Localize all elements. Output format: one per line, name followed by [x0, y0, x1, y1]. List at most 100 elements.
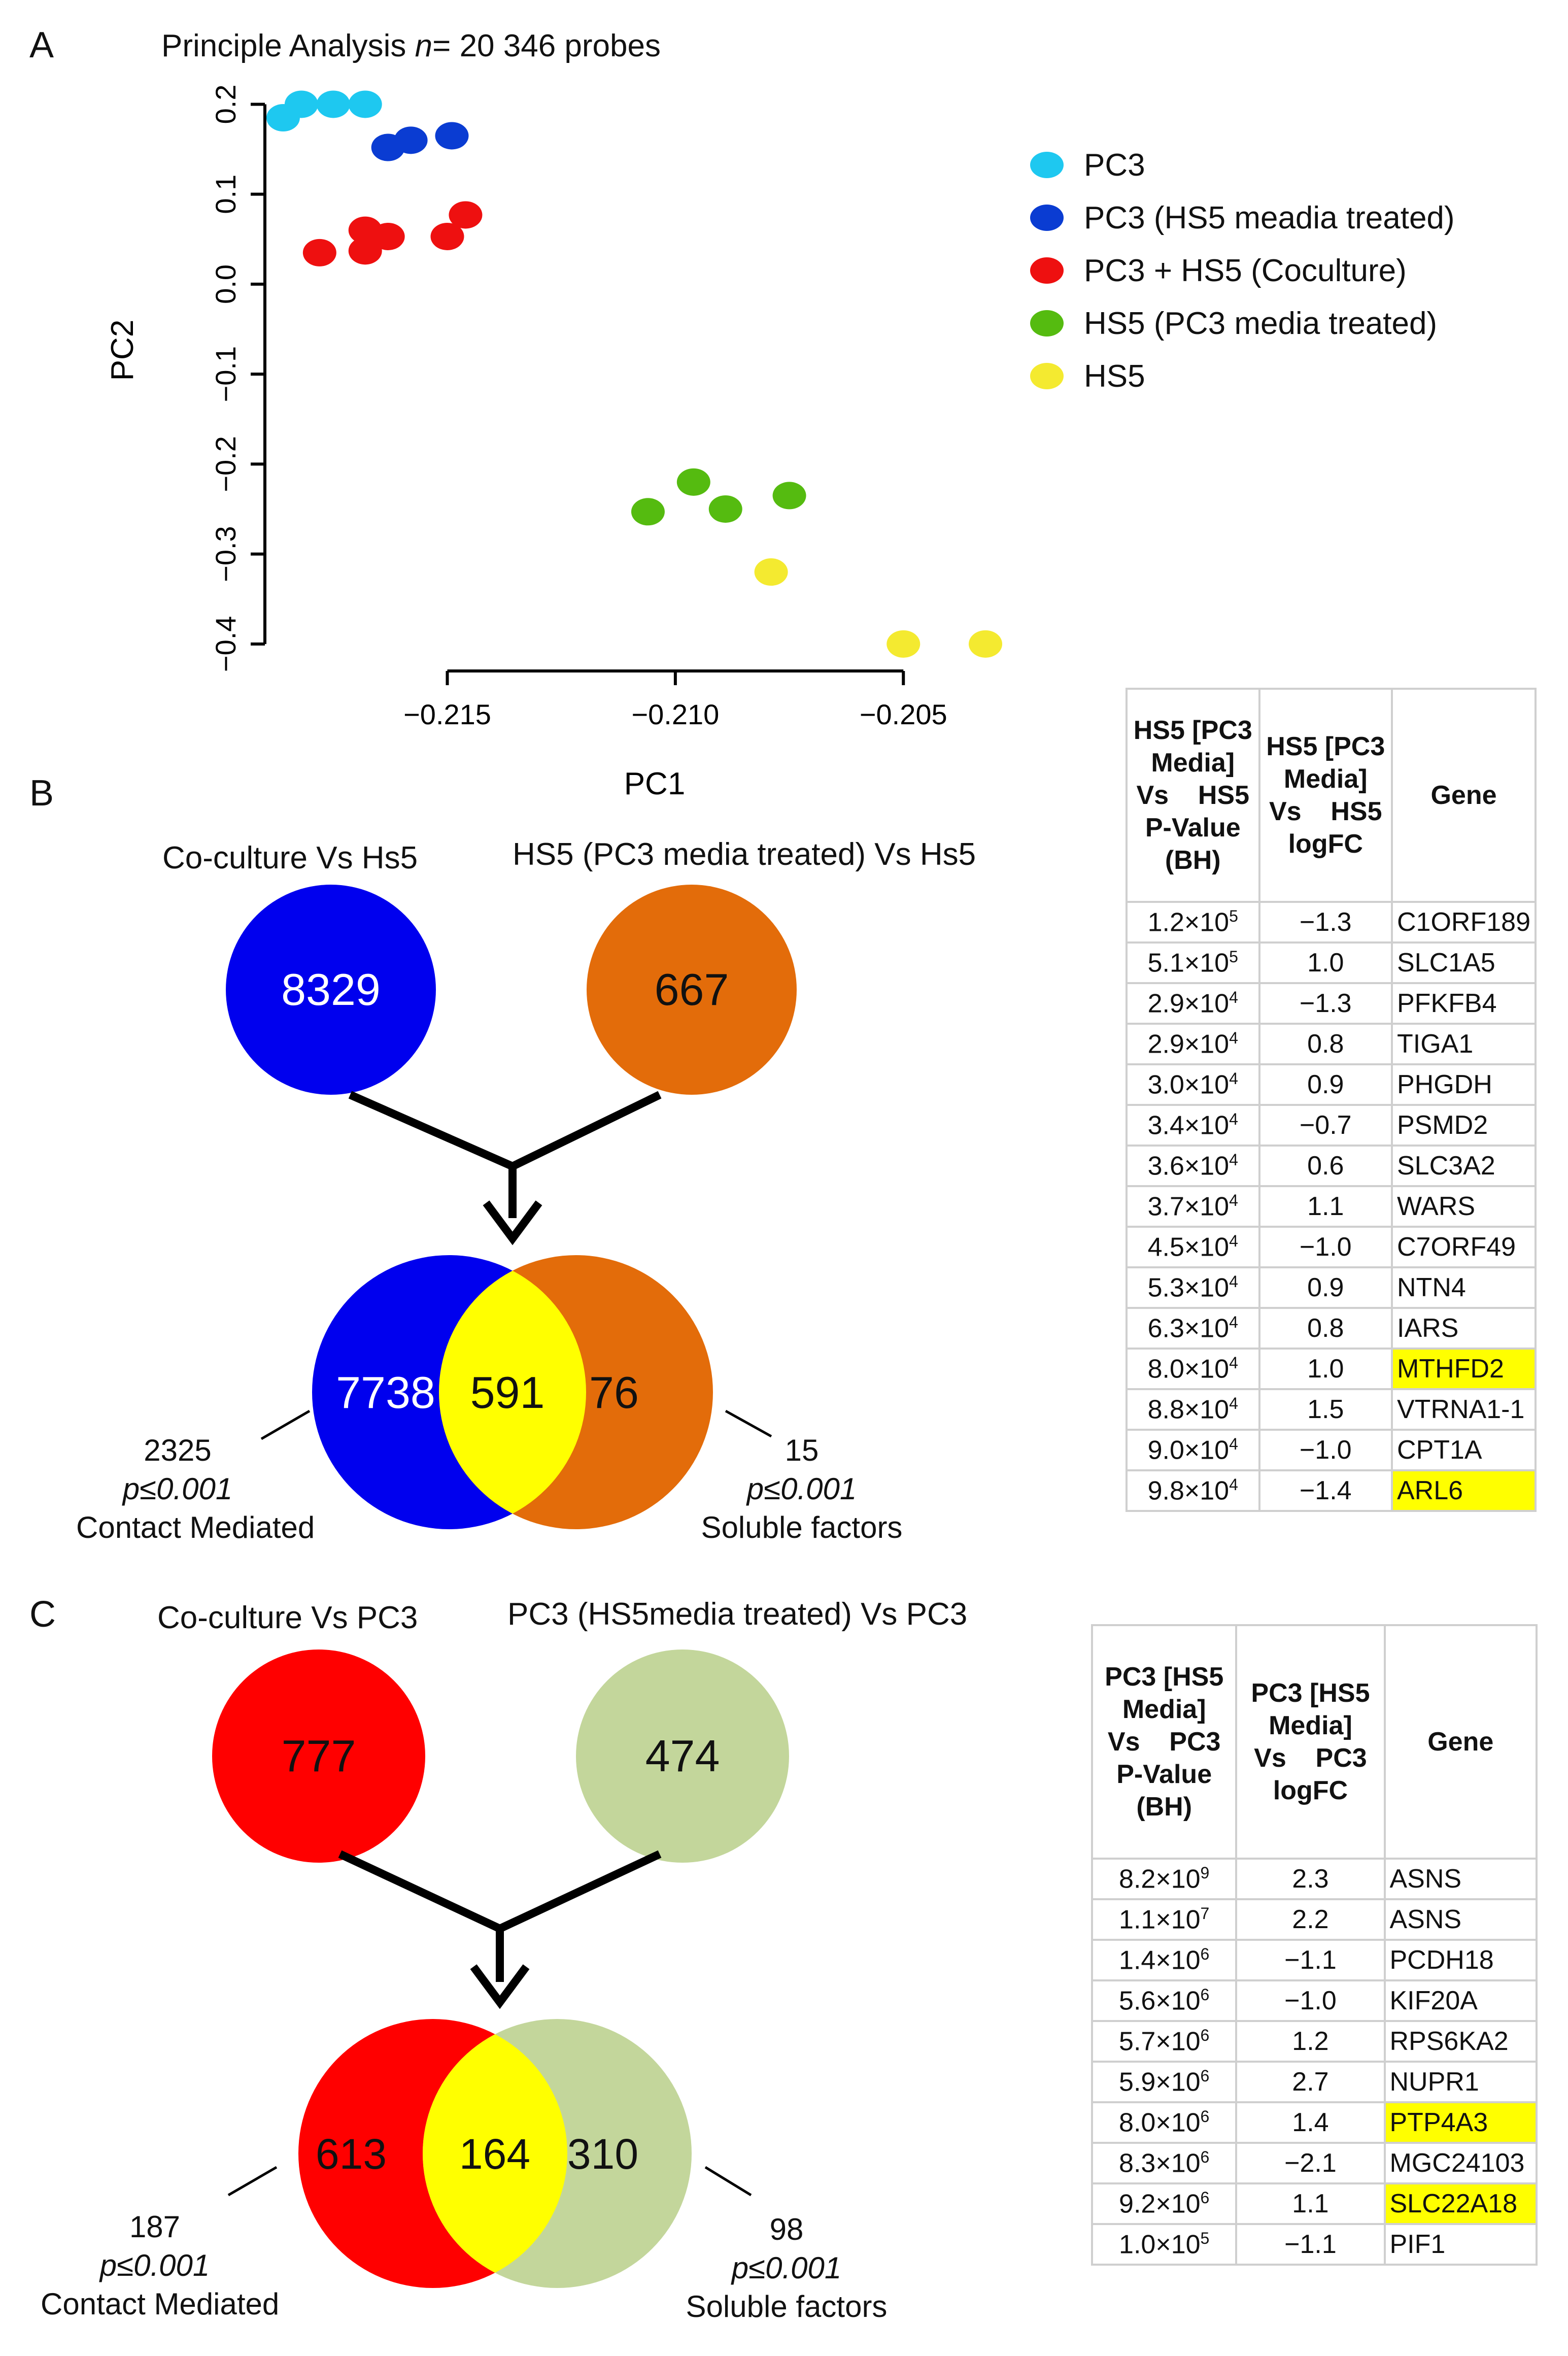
table-c-header-logfc-line: PC3 [HS5 — [1251, 1678, 1370, 1708]
venn-c-contact-label: Contact Mediated — [41, 2287, 280, 2321]
venn-b-contact-label: Contact Mediated — [76, 1510, 315, 1544]
table-b-pvalue-cell: 9.8×104 — [1126, 1469, 1260, 1512]
table-b-gene: TIGA1 — [1391, 1023, 1537, 1065]
venn-b-soluble-label: Soluble factors — [701, 1510, 903, 1544]
table-b-logfc: 1.1 — [1258, 1185, 1393, 1228]
table-b-row: 3.7×104 1.1 WARS — [1126, 1185, 1537, 1228]
table-c-pvalue: 5.7×10 — [1119, 2027, 1201, 2057]
table-b-pvalue-cell: 5.3×104 — [1126, 1266, 1260, 1309]
table-c-pvalue: 8.0×10 — [1119, 2108, 1201, 2138]
panel-label-c: C — [29, 1594, 56, 1635]
data-point-series-1 — [435, 122, 469, 150]
table-b-logfc: −1.0 — [1258, 1429, 1393, 1471]
venn-b-contact-note: 2325 p≤0.001 Contact Mediated — [76, 1431, 315, 1547]
table-c-header-gene: Gene — [1383, 1624, 1538, 1860]
venn-b-left-circle — [226, 885, 436, 1095]
table-b-logfc: 0.6 — [1258, 1145, 1393, 1187]
table-c-pvalue: 1.0×10 — [1119, 2230, 1201, 2260]
legend-label-hs5: HS5 — [1084, 358, 1145, 394]
table-b-pvalue-exponent: 4 — [1229, 1272, 1238, 1291]
table-b-row: 3.0×104 0.9 PHGDH — [1126, 1063, 1537, 1106]
table-c-pvalue-exponent: 6 — [1200, 2107, 1210, 2126]
table-b-pvalue: 9.0×10 — [1147, 1435, 1230, 1465]
legend-dot-pc3 — [1030, 152, 1064, 178]
data-point-series-2 — [430, 222, 464, 250]
table-b-row: 8.0×104 1.0 MTHFD2 — [1126, 1348, 1537, 1390]
table-b-pvalue-cell: 3.0×104 — [1126, 1063, 1260, 1106]
table-c-header-pvalue-line: PC3 [HS5 — [1105, 1662, 1224, 1692]
table-b-gene: IARS — [1391, 1307, 1537, 1350]
table-b-pvalue-exponent: 4 — [1229, 1028, 1238, 1047]
table-b-gene: PHGDH — [1391, 1063, 1537, 1106]
table-b-row: 9.0×104 −1.0 CPT1A — [1126, 1429, 1537, 1471]
venn-c-contact-note: 187 p≤0.001 Contact Mediated — [41, 2208, 280, 2324]
table-b-header-pvalue: HS5 [PC3 Media] Vs HS5 P-Value (BH) — [1126, 688, 1260, 903]
table-b-header-pvalue-line: P-Value — [1145, 813, 1241, 843]
data-point-series-3 — [676, 468, 710, 496]
y-tick-label: 0.1 — [210, 175, 242, 214]
table-b-row: 3.6×104 0.6 SLC3A2 — [1126, 1145, 1537, 1187]
venn-b-soluble-p: p≤0.001 — [746, 1472, 857, 1506]
pca-scatter-plot: 0.2 0.1 0.0 −0.1 −0.2 −0.3 −0.4 −0.215 −0.210 −0.… — [105, 85, 1003, 801]
y-tick-label: −0.4 — [210, 616, 242, 672]
table-c-gene: ASNS — [1383, 1858, 1538, 1900]
table-b-header-logfc: HS5 [PC3 Media] Vs HS5 logFC — [1258, 688, 1393, 903]
table-b-row: 6.3×104 0.8 IARS — [1126, 1307, 1537, 1350]
table-c-gene: MGC24103 — [1383, 2142, 1538, 2184]
venn-b-diagram: 8329 667 7738 591 76 — [226, 885, 797, 1529]
panel-label-b: B — [29, 773, 54, 814]
table-b-row: 3.4×104 −0.7 PSMD2 — [1126, 1104, 1537, 1147]
table-b-pvalue: 3.6×10 — [1147, 1151, 1230, 1181]
table-b-header-pvalue-line: (BH) — [1165, 846, 1221, 875]
table-c-gene: NUPR1 — [1383, 2061, 1538, 2103]
table-b-pvalue-exponent: 4 — [1229, 1353, 1238, 1372]
table-c-logfc: 2.7 — [1235, 2061, 1386, 2103]
table-b-gene: SLC1A5 — [1391, 941, 1537, 984]
table-c-pvalue-exponent: 6 — [1200, 2026, 1210, 2044]
table-b-pvalue-exponent: 4 — [1229, 1109, 1238, 1128]
table-c-header-logfc-line: Media] — [1269, 1711, 1352, 1740]
table-b-logfc: 0.9 — [1258, 1266, 1393, 1309]
table-b-row: 5.1×105 1.0 SLC1A5 — [1126, 941, 1537, 984]
table-b-gene: PSMD2 — [1391, 1104, 1537, 1147]
table-c-pvalue-cell: 9.2×106 — [1090, 2182, 1238, 2225]
table-b-pvalue-cell: 6.3×104 — [1126, 1307, 1260, 1350]
table-c-pvalue: 1.1×10 — [1119, 1905, 1201, 1935]
table-b-gene: MTHFD2 — [1391, 1348, 1537, 1390]
table-b-pvalue-exponent: 4 — [1229, 1069, 1238, 1088]
data-point-series-2 — [449, 201, 483, 229]
table-c-header-pvalue-line: Vs PC3 — [1107, 1727, 1221, 1757]
table-b-logfc: 1.5 — [1258, 1388, 1393, 1431]
venn-b-right-circle — [587, 885, 797, 1095]
table-b-row: 1.2×105 −1.3 C1ORF189 — [1126, 901, 1537, 944]
table-c-pvalue: 8.2×10 — [1119, 1864, 1201, 1894]
table-b-gene: SLC3A2 — [1391, 1145, 1537, 1187]
table-c-gene: SLC22A18 — [1383, 2182, 1538, 2225]
table-b-pvalue-cell: 5.1×105 — [1126, 941, 1260, 984]
data-point-series-0 — [316, 90, 350, 118]
venn-b-overlap-count: 591 — [470, 1367, 545, 1418]
table-b-header-row: HS5 [PC3 Media] Vs HS5 P-Value (BH) HS5 … — [1126, 688, 1537, 903]
table-c-pvalue-cell: 8.0×106 — [1090, 2101, 1238, 2144]
table-b-pvalue: 8.0×10 — [1147, 1354, 1230, 1384]
venn-c-right-circle — [576, 1650, 789, 1863]
legend-dot-pc3-hs5-media — [1030, 205, 1064, 231]
data-point-series-1 — [394, 126, 428, 154]
table-b-logfc: 1.0 — [1258, 941, 1393, 984]
data-point-series-3 — [708, 495, 742, 523]
data-point-series-4 — [969, 630, 1003, 658]
table-c-pvalue: 5.9×10 — [1119, 2067, 1201, 2097]
table-b-pvalue-exponent: 5 — [1229, 906, 1238, 925]
venn-c-soluble-leader — [704, 2166, 752, 2197]
table-b-pvalue: 3.7×10 — [1147, 1192, 1230, 1222]
venn-b-left-title: Co-culture Vs Hs5 — [162, 840, 418, 876]
table-b-gene: C7ORF49 — [1391, 1226, 1537, 1268]
venn-c-overlap-count: 164 — [459, 2130, 530, 2178]
data-point-series-2 — [348, 237, 382, 265]
venn-c-right-total: 474 — [645, 1731, 720, 1781]
table-b-pvalue: 1.2×10 — [1147, 907, 1230, 937]
venn-c-left-circle — [212, 1650, 425, 1863]
y-axis-label: PC2 — [105, 320, 140, 381]
table-b-gene: VTRNA1-1 — [1391, 1388, 1537, 1431]
venn-b-right-only: 76 — [589, 1367, 639, 1418]
